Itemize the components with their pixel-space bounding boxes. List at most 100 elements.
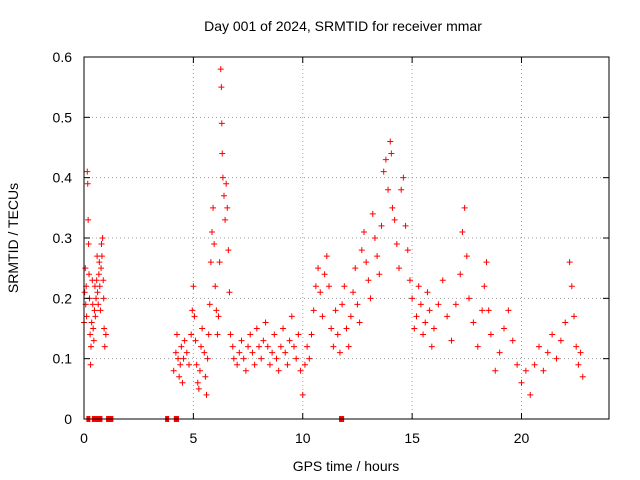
x-tick-label: 20 [514,430,530,446]
data-point [98,253,105,260]
data-point [196,367,203,374]
data-point [181,337,188,344]
data-point [387,138,394,145]
data-point [562,319,569,326]
data-point [388,150,395,157]
data-point [173,331,180,338]
data-point [219,150,226,157]
data-point [212,283,219,290]
chart-title: Day 001 of 2024, SRMTID for receiver mma… [204,18,482,34]
data-point [90,337,97,344]
data-point [393,241,400,248]
data-point [210,204,217,211]
data-point [84,168,91,175]
data-point [571,313,577,320]
data-point [306,355,313,362]
data-point [326,283,332,290]
data-point [505,307,512,314]
data-point [424,289,431,296]
data-point [190,283,197,290]
data-point [374,253,381,260]
data-point [444,313,451,320]
data-point [385,186,392,193]
data-point [426,307,433,314]
data-point [211,241,218,248]
data-point [459,228,466,235]
data-point [356,319,363,326]
data-point [277,343,284,350]
data-point [330,343,337,350]
data-point [234,361,241,368]
data-point [291,343,297,350]
y-tick-label: 0.4 [53,170,73,186]
data-point [378,222,385,229]
grid-lines [84,57,609,419]
y-axis-label: SRMTID / TECUs [5,183,21,293]
data-point [213,307,220,314]
data-point [345,343,352,350]
data-point [84,180,91,187]
data-point [371,235,378,241]
data-point [180,355,187,362]
data-point [323,253,330,260]
data-point [400,174,407,181]
data-point [204,355,211,362]
data-point [317,289,324,296]
data-point [100,277,107,284]
data-point [544,349,551,356]
data-point [192,337,199,344]
data-point [514,361,521,368]
data-point [549,331,556,338]
data-point [95,271,102,278]
data-point [422,319,429,326]
data-point [256,343,262,350]
data-point [457,271,464,278]
data-point [101,325,108,332]
data-point [297,367,304,374]
data-point [230,355,237,362]
data-point [98,265,105,272]
y-tick-label: 0.6 [53,49,73,65]
y-tick-label: 0.1 [53,351,73,367]
data-point [88,343,94,350]
data-point [417,301,424,308]
data-point [367,295,374,302]
data-point [95,301,102,308]
data-point [501,325,507,332]
data-point [222,216,229,223]
data-point [487,331,494,338]
data-point [94,289,101,296]
data-point [293,355,300,362]
data-point [310,307,317,314]
data-point [201,349,208,356]
y-tick-label: 0.3 [53,230,73,246]
data-point [466,295,472,302]
data-point [361,228,367,235]
data-point [188,331,195,338]
data-point [91,307,98,314]
data-point [350,289,357,296]
data-point [343,325,350,332]
data-point [461,204,468,211]
plot-frame [83,56,610,420]
x-axis-label: GPS time / hours [293,458,400,474]
data-point [218,84,225,91]
data-point [304,343,311,350]
data-point [536,343,542,350]
data-point [224,204,231,211]
data-point [496,349,503,356]
x-axis-ticks: 0 5 10 15 20 [80,57,529,446]
data-point [96,259,103,266]
data-point [301,361,308,368]
data-point [389,204,396,211]
data-point [527,391,534,398]
data-point [227,331,234,338]
data-point [87,331,94,338]
data-point [336,349,343,356]
data-point [216,259,223,266]
y-tick-label: 0.5 [53,109,73,125]
data-point [207,259,214,266]
data-point [328,325,335,332]
data-point [299,391,306,398]
data-point [177,361,184,368]
